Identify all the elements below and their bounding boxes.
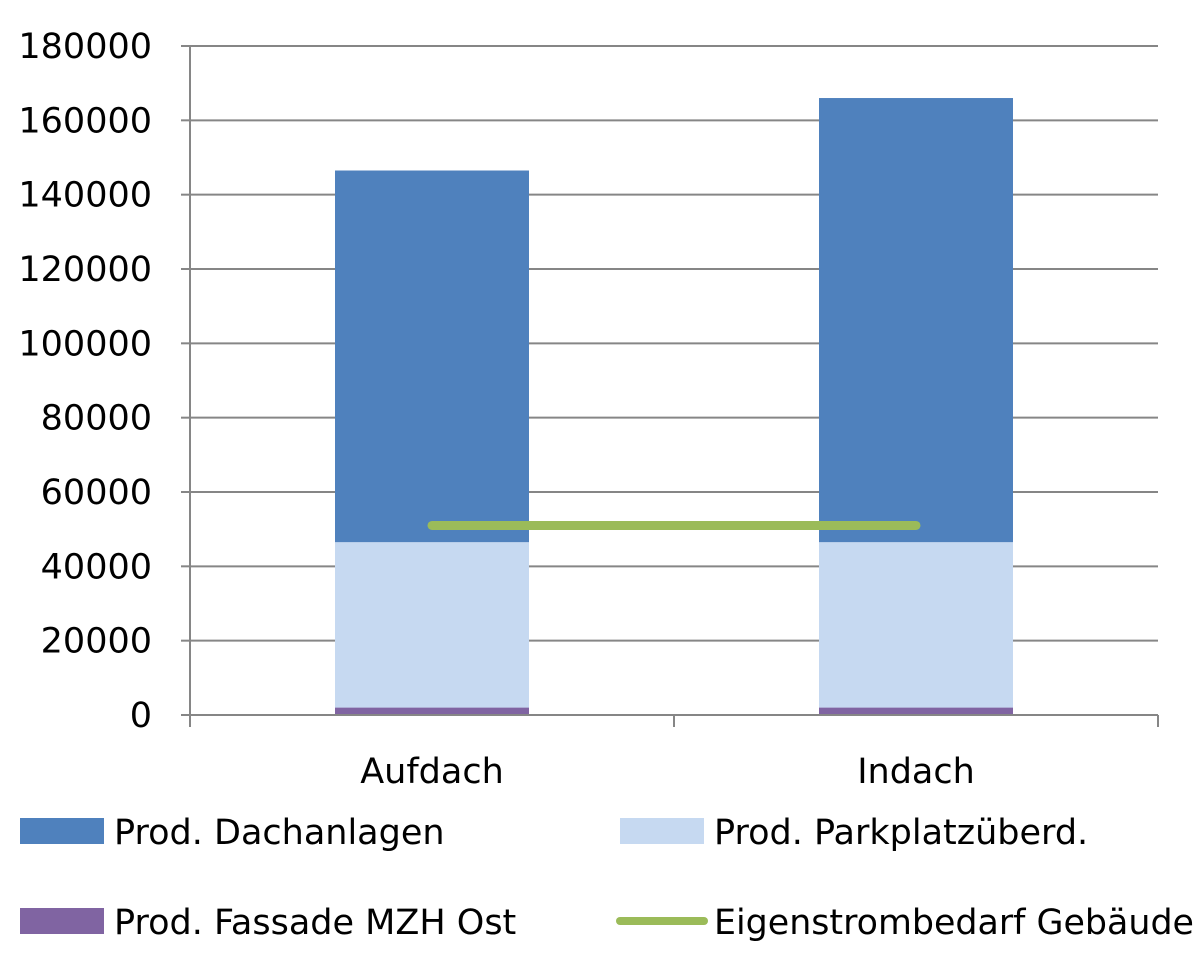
legend: Prod. Dachanlagen Prod. Parkplatzüberd. …	[20, 813, 1194, 943]
bars	[335, 98, 1013, 715]
bar-segment	[819, 707, 1013, 715]
y-tick-label: 40000	[41, 547, 152, 587]
legend-item-parkplatz: Prod. Parkplatzüberd.	[620, 813, 1088, 853]
legend-label-dachanlagen: Prod. Dachanlagen	[114, 813, 445, 853]
legend-item-eigenstrombedarf: Eigenstrombedarf Gebäude	[616, 903, 1194, 943]
bar-segment	[335, 707, 529, 715]
legend-label-parkplatz: Prod. Parkplatzüberd.	[714, 813, 1088, 853]
y-tick-label: 120000	[18, 250, 152, 290]
y-tick-label: 140000	[18, 176, 152, 216]
legend-swatch-parkplatz	[620, 818, 704, 844]
x-tick-label: Aufdach	[360, 752, 504, 792]
y-tick-label: 100000	[18, 324, 152, 364]
bar-segment	[819, 542, 1013, 708]
bar-segment	[335, 170, 529, 543]
legend-item-dachanlagen: Prod. Dachanlagen	[20, 813, 445, 853]
legend-label-eigenstrombedarf: Eigenstrombedarf Gebäude	[714, 903, 1194, 943]
x-axis-ticks: Aufdach Indach	[360, 752, 975, 792]
legend-item-fassade: Prod. Fassade MZH Ost	[20, 903, 516, 943]
y-tick-label: 160000	[18, 101, 152, 141]
x-tick-label: Indach	[857, 752, 975, 792]
y-tick-label: 20000	[41, 622, 152, 662]
y-tick-label: 180000	[18, 27, 152, 67]
legend-swatch-fassade	[20, 908, 104, 934]
y-tick-label: 0	[130, 696, 152, 736]
y-tick-label: 60000	[41, 473, 152, 513]
legend-label-fassade: Prod. Fassade MZH Ost	[114, 903, 516, 943]
bar-segment	[819, 98, 1013, 543]
bar-segment	[335, 542, 529, 708]
legend-swatch-dachanlagen	[20, 818, 104, 844]
y-axis-ticks: 0 20000 40000 60000 80000 100000 120000 140000 1…	[18, 27, 190, 736]
axes	[189, 46, 1159, 727]
y-tick-label: 80000	[41, 399, 152, 439]
